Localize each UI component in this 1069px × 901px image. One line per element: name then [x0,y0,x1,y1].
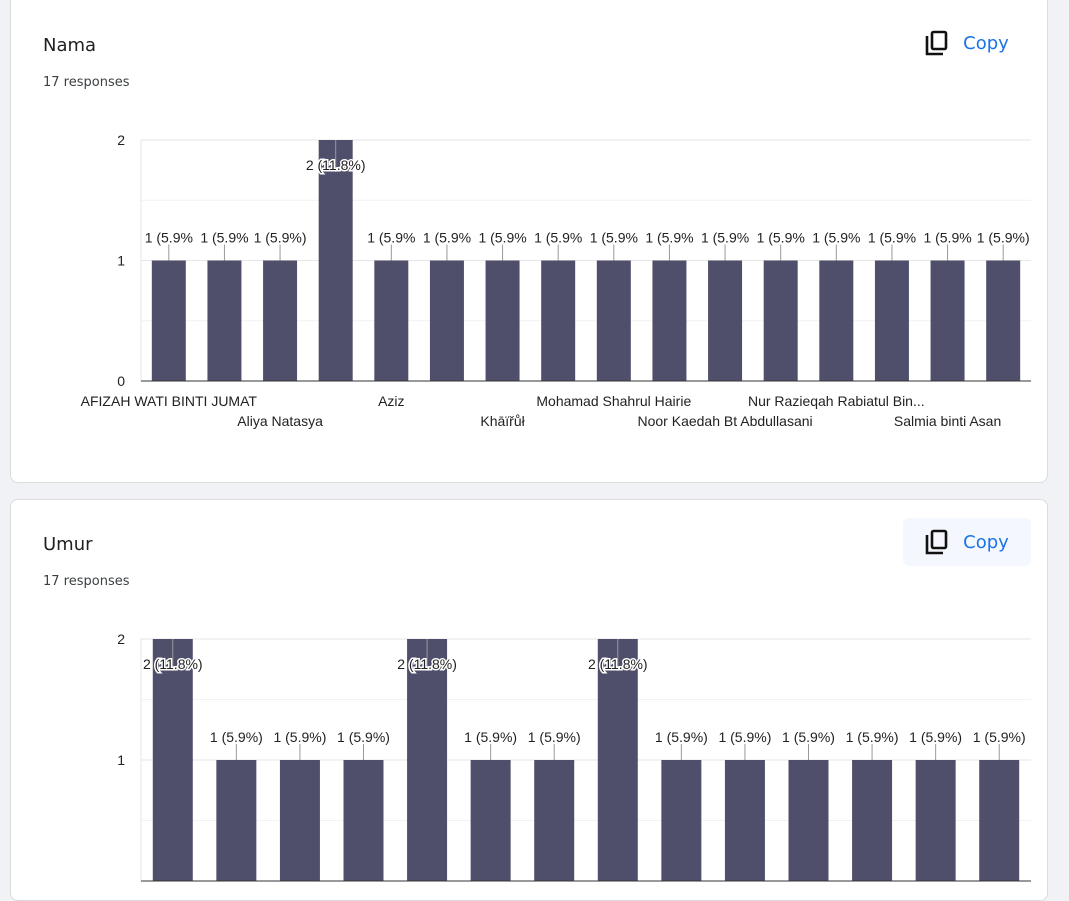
data-label: 1 (5.9% [367,230,415,246]
y-tick-label: 2 [117,631,125,647]
copy-icon [925,529,948,555]
bar [318,140,353,381]
data-label: 1 (5.9%) [718,729,771,745]
bar [708,260,743,381]
data-label: 1 (5.9% [423,230,471,246]
data-label: 1 (5.9% [868,230,916,246]
question-card-nama: Nama 17 responses Copy [10,0,1048,483]
bar [279,760,320,881]
bar [152,639,193,881]
bar [979,760,1020,881]
bar [374,260,409,381]
x-tick-label: Aziz [378,393,404,409]
bar-chart-nama: 0 1 2 1 (5.9% AFIZAH WATI BINTI JUMAT 1 (5.9%… [81,132,1031,429]
copy-label: Copy [963,32,1009,54]
data-label: 1 (5.9% [200,230,248,246]
bar [407,639,448,881]
bar [874,260,909,381]
y-tick-label: 1 [117,752,125,768]
data-label: 1 (5.9%) [909,729,962,745]
bar [207,260,242,381]
copy-icon [925,30,948,56]
bar [534,760,575,881]
data-label: 1 (5.9%) [528,729,581,745]
y-tick-label: 2 [117,132,125,148]
copy-label: Copy [963,531,1009,553]
question-title: Umur [43,534,93,555]
data-label: 1 (5.9%) [273,729,326,745]
bar [724,760,765,881]
bar [763,260,798,381]
response-count: 17 responses [43,75,130,90]
data-label: 1 (5.9%) [655,729,708,745]
bar [930,260,965,381]
bar [596,260,631,381]
bar [216,760,257,881]
bar [597,639,638,881]
copy-button[interactable]: Copy [903,518,1031,566]
x-tick-label: Khāïřůł [480,413,525,429]
bar [263,260,298,381]
data-label: 1 (5.9% [701,230,749,246]
data-label: 1 (5.9% [757,230,805,246]
data-label: 1 (5.9%) [977,230,1030,246]
x-tick-label: Mohamad Shahrul Hairie [536,393,691,409]
bar [819,260,854,381]
bar [986,260,1021,381]
bar [541,260,576,381]
bar [151,260,186,381]
data-label: 2 (11.8%) [143,656,203,672]
bar [661,760,702,881]
data-label: 1 (5.9%) [973,729,1026,745]
bar-chart-umur: 1 2 2 (11.8%) 1 (5.9%) 1 (5.9%) 1 (5.9%) 2 (11… [117,631,1031,882]
bar [652,260,687,381]
data-label: 1 (5.9% [812,230,860,246]
data-label: 1 (5.9%) [846,729,899,745]
data-label: 1 (5.9%) [782,729,835,745]
data-label: 1 (5.9%) [464,729,517,745]
y-tick-label: 0 [117,373,125,389]
data-label: 1 (5.9% [534,230,582,246]
x-tick-label: Nur Razieqah Rabiatul Bin... [748,393,925,409]
x-tick-label: AFIZAH WATI BINTI JUMAT [81,393,258,409]
data-label: 2 (11.8%) [306,157,366,173]
response-count: 17 responses [43,574,130,589]
data-label: 1 (5.9%) [337,729,390,745]
data-label: 2 (11.8%) [588,656,648,672]
bar [788,760,829,881]
data-label: 2 (11.8%) [397,656,457,672]
data-label: 1 (5.9% [145,230,193,246]
x-tick-label: Aliya Natasya [237,413,323,429]
data-label: 1 (5.9% [590,230,638,246]
bar [915,760,956,881]
data-label: 1 (5.9% [923,230,971,246]
bar [485,260,520,381]
x-tick-label: Noor Kaedah Bt Abdullasani [638,413,813,429]
data-label: 1 (5.9%) [210,729,263,745]
data-label: 1 (5.9% [478,230,526,246]
bar [470,760,511,881]
bar [429,260,464,381]
x-tick-label: Salmia binti Asan [894,413,1001,429]
y-tick-label: 1 [117,253,125,269]
data-label: 1 (5.9%) [254,230,307,246]
bar [343,760,384,881]
copy-button[interactable]: Copy [903,19,1031,67]
bar [852,760,893,881]
data-label: 1 (5.9% [645,230,693,246]
question-title: Nama [43,35,97,56]
